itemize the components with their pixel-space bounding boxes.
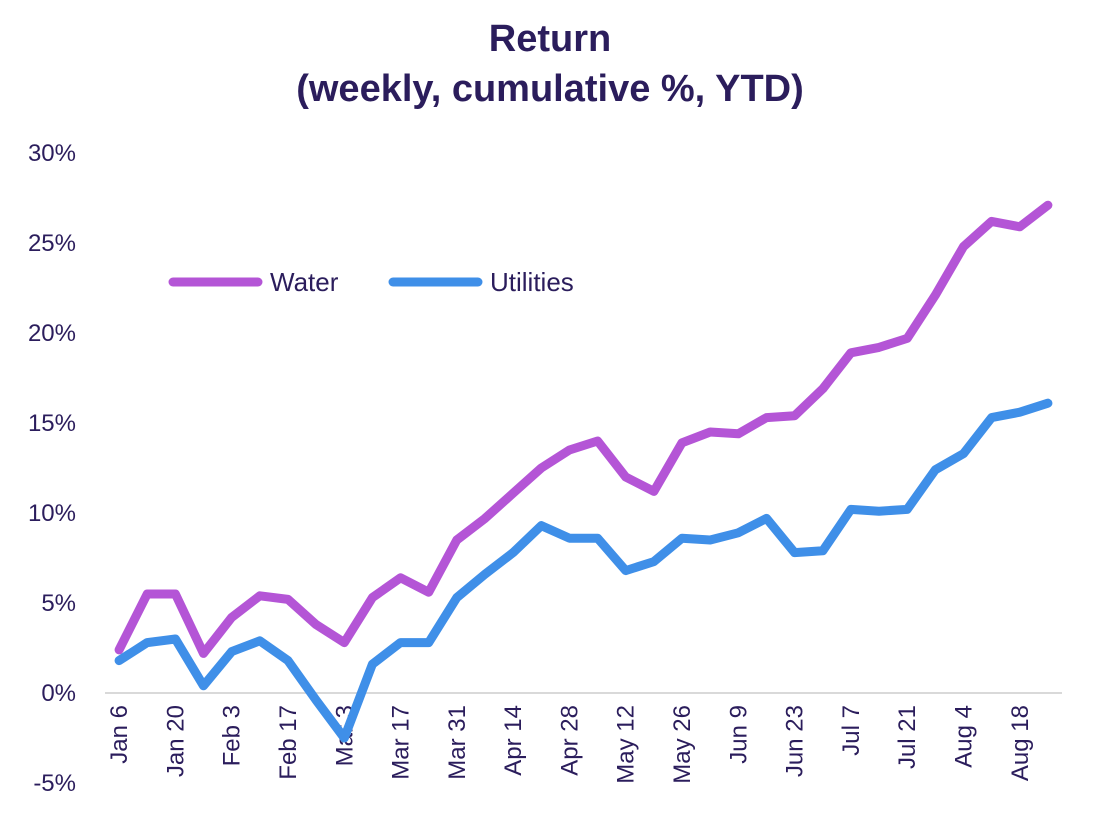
x-tick-label: Aug 18 <box>1007 705 1034 781</box>
y-tick-label: 10% <box>28 500 76 527</box>
x-axis-tick-labels: Jan 6 Jan 20 Feb 3 Feb 17 Mar 3 Mar 17 Mar 31 A… <box>106 705 1034 784</box>
chart-title-line1: Return <box>488 18 612 60</box>
legend-label-utilities: Utilities <box>490 267 574 297</box>
x-tick-label: Jan 6 <box>106 705 133 764</box>
y-tick-label: 30% <box>28 140 76 167</box>
y-tick-label: -5% <box>33 770 76 797</box>
x-tick-label: Apr 28 <box>556 705 583 776</box>
x-tick-label: Feb 17 <box>275 705 302 780</box>
series-line-utilities <box>114 398 1053 743</box>
y-tick-label: 15% <box>28 410 76 437</box>
x-tick-label: May 26 <box>669 705 696 784</box>
y-tick-label: 5% <box>41 590 76 617</box>
y-tick-label: 0% <box>41 680 76 707</box>
x-tick-label: Feb 3 <box>219 705 246 766</box>
series-lines <box>114 200 1053 743</box>
y-axis-tick-labels: -5% 0% 5% 10% 15% 20% 25% 30% <box>28 140 76 797</box>
x-tick-label: Jul 21 <box>894 705 921 769</box>
y-tick-label: 25% <box>28 230 76 257</box>
x-tick-label: May 12 <box>613 705 640 784</box>
y-tick-label: 20% <box>28 320 76 347</box>
legend-label-water: Water <box>270 267 339 297</box>
x-tick-label: Jan 20 <box>162 705 189 777</box>
x-tick-label: Mar 17 <box>388 705 415 780</box>
x-tick-label: Aug 4 <box>950 705 977 768</box>
chart-title-line2: (weekly, cumulative %, YTD) <box>296 68 804 110</box>
x-tick-label: Jul 7 <box>838 705 865 756</box>
x-tick-label: Jun 23 <box>782 705 809 777</box>
x-tick-label: Jun 9 <box>725 705 752 764</box>
x-tick-label: Mar 31 <box>444 705 471 780</box>
series-line-water <box>114 200 1053 658</box>
chart-title: Return (weekly, cumulative %, YTD) <box>0 14 1100 114</box>
legend: Water Utilities <box>168 267 574 297</box>
x-tick-label: Apr 14 <box>500 705 527 776</box>
